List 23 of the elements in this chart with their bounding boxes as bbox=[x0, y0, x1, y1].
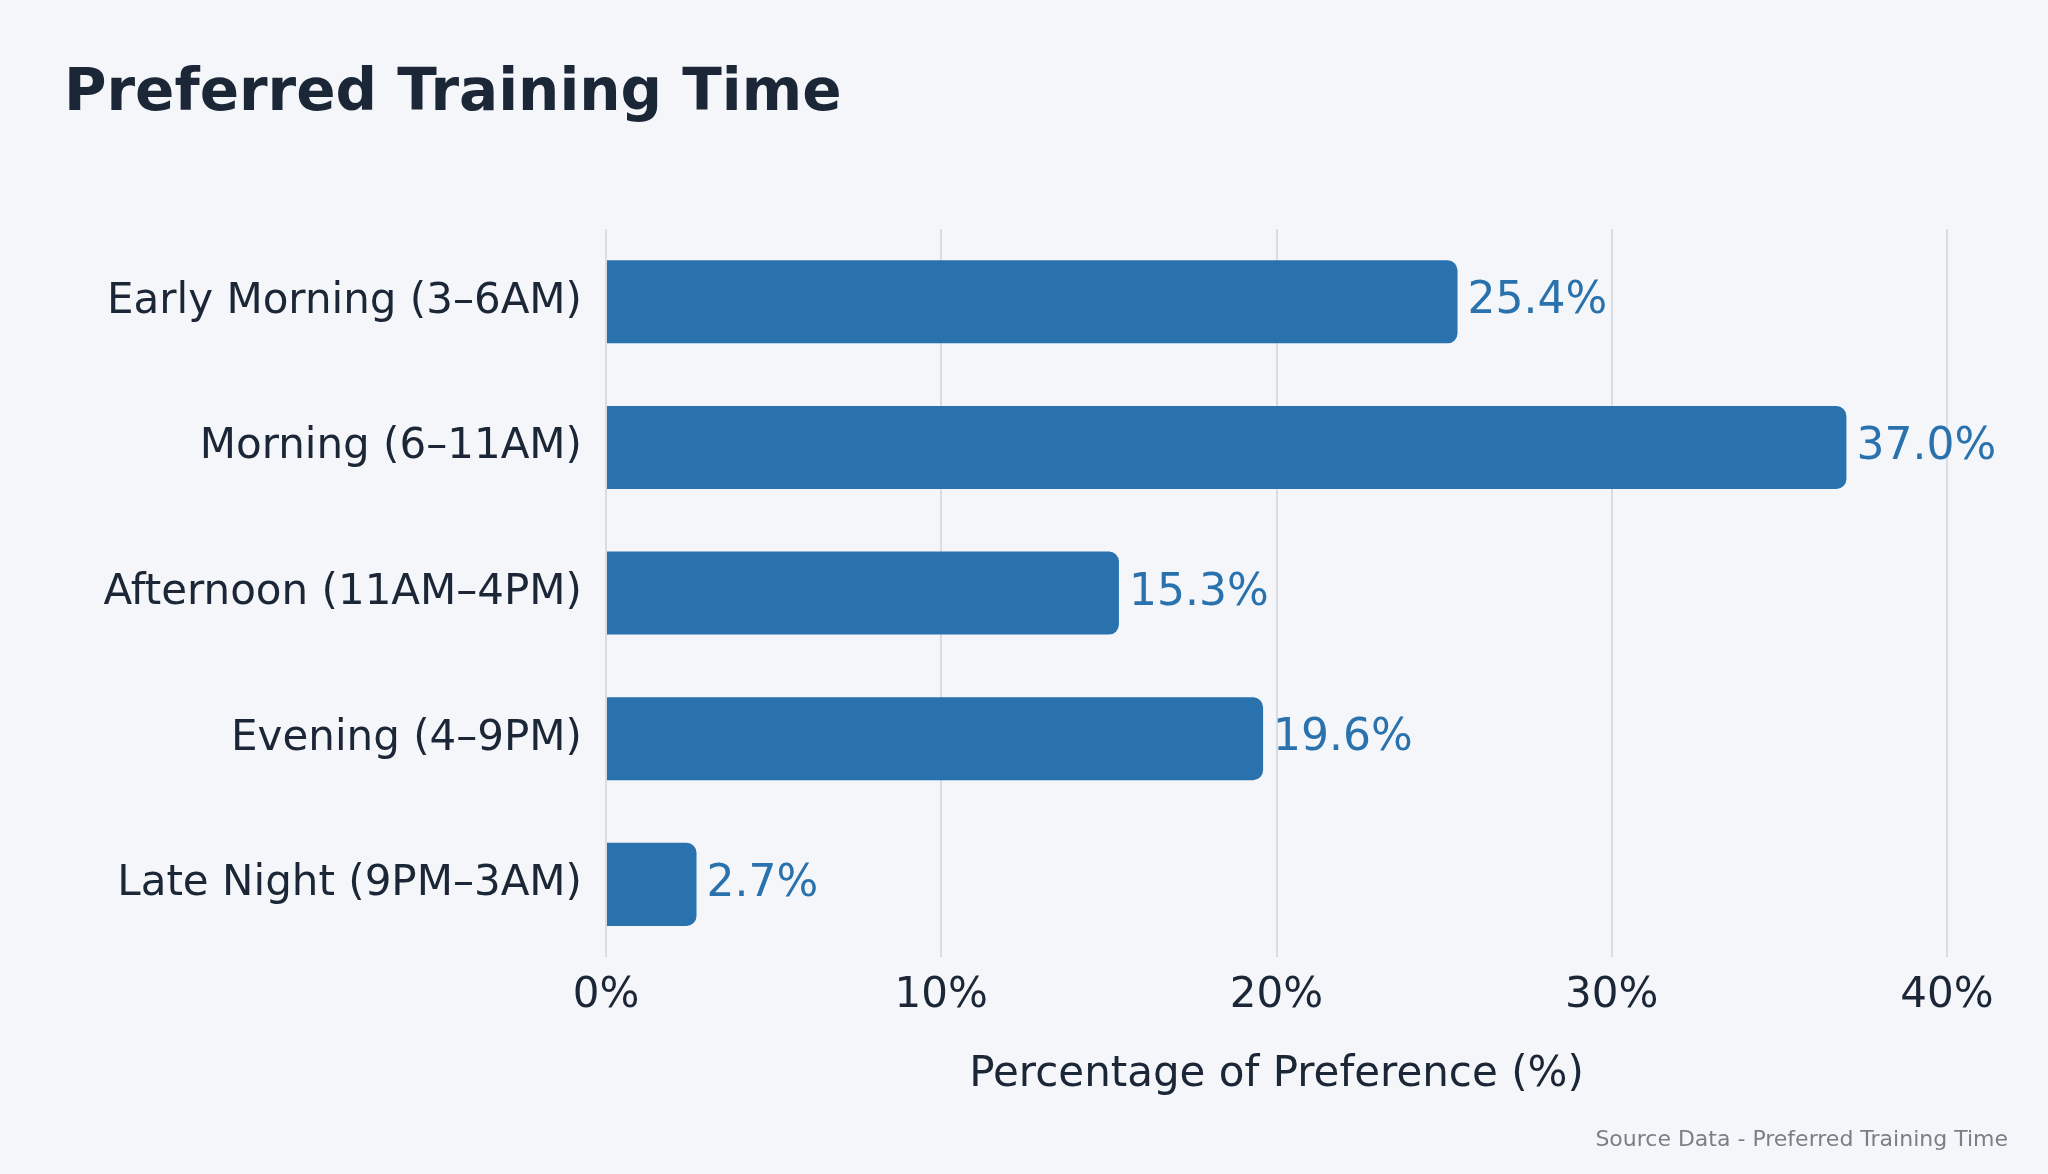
y-tick-label: Evening (4–9PM) bbox=[231, 710, 582, 760]
data-label: 2.7% bbox=[706, 854, 819, 906]
bar bbox=[607, 260, 1458, 344]
y-tick-label: Late Night (9PM–3AM) bbox=[117, 856, 582, 906]
bar bbox=[607, 697, 1264, 781]
x-tick-label: 30% bbox=[1565, 968, 1659, 1018]
data-label: 19.6% bbox=[1273, 709, 1413, 761]
data-label: 37.0% bbox=[1856, 417, 1997, 469]
x-tick-label: 40% bbox=[1900, 968, 1994, 1018]
y-tick-label: Afternoon (11AM–4PM) bbox=[103, 565, 582, 615]
y-tick-label: Early Morning (3–6AM) bbox=[107, 273, 582, 323]
bar bbox=[607, 551, 1119, 635]
x-tick-label: 10% bbox=[894, 968, 988, 1018]
y-tick-label: Morning (6–11AM) bbox=[199, 419, 582, 469]
chart-title: Preferred Training Time bbox=[64, 56, 842, 124]
data-label: 25.4% bbox=[1467, 272, 1608, 324]
x-tick-label: 0% bbox=[572, 968, 640, 1018]
bar bbox=[607, 842, 697, 926]
x-tick-label: 20% bbox=[1229, 968, 1324, 1018]
bar bbox=[607, 405, 1847, 489]
data-label: 15.3% bbox=[1128, 563, 1269, 615]
x-axis-title: Percentage of Preference (%) bbox=[969, 1046, 1584, 1096]
source-note: Source Data - Preferred Training Time bbox=[1595, 1126, 2008, 1151]
